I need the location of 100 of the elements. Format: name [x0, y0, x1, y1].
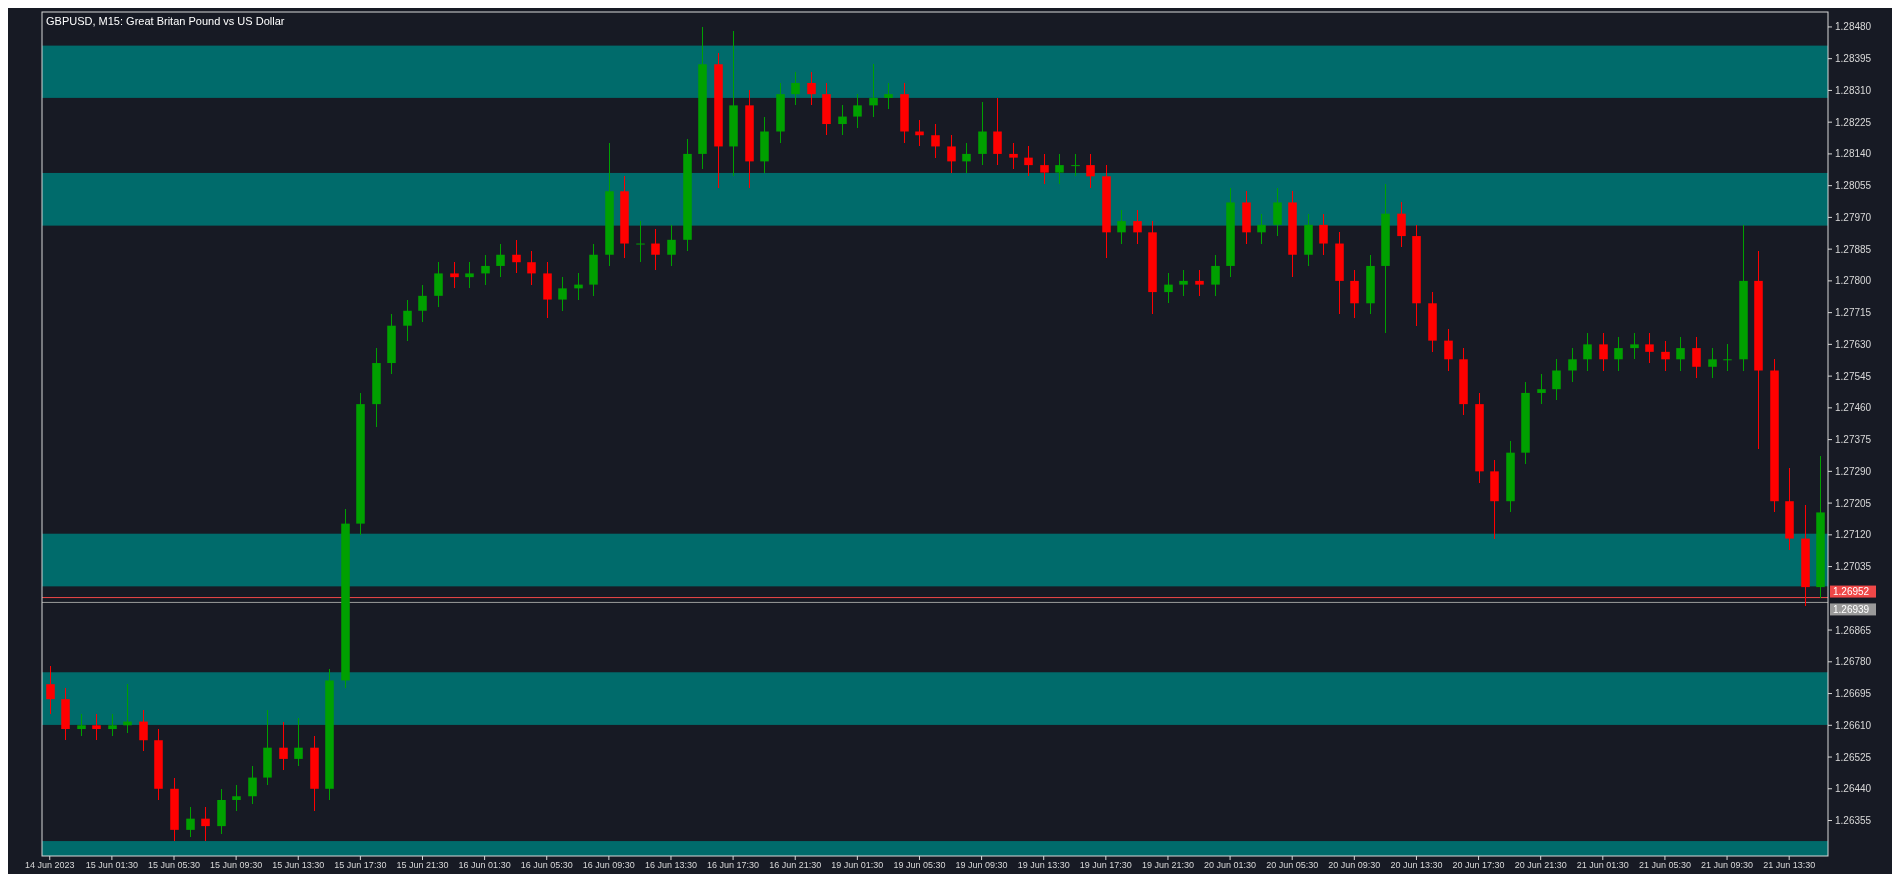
candlestick [1179, 268, 1188, 297]
candlestick [1692, 336, 1701, 379]
candlestick [1397, 201, 1406, 249]
y-tick-label: 1.28140 [1835, 148, 1872, 160]
candlestick [884, 82, 893, 110]
x-tick-label: 19 Jun 17:30 [1079, 860, 1132, 870]
candlestick [465, 261, 474, 290]
y-tick-label: 1.27375 [1835, 434, 1872, 446]
candlestick [186, 806, 195, 839]
x-tick-label: 20 Jun 13:30 [1390, 860, 1443, 870]
x-tick-label: 21 Jun 01:30 [1576, 860, 1629, 870]
candlestick [418, 283, 427, 323]
candlestick [1319, 212, 1328, 256]
y-tick-label: 1.26525 [1835, 751, 1872, 763]
y-tick-label: 1.26440 [1835, 783, 1872, 795]
candlestick [807, 71, 816, 107]
candlestick [512, 239, 521, 275]
y-tick-label: 1.27205 [1835, 497, 1872, 509]
x-tick-label: 19 Jun 13:30 [1017, 860, 1070, 870]
candlestick [1086, 153, 1095, 189]
candlestick [496, 242, 505, 278]
y-tick-label: 1.26695 [1835, 688, 1872, 700]
candlestick [931, 123, 940, 159]
candlestick [108, 713, 117, 738]
candlestick [1009, 141, 1018, 170]
y-tick-label: 1.28480 [1835, 21, 1872, 33]
x-tick-label: 15 Jun 21:30 [396, 860, 449, 870]
x-tick-label: 21 Jun 09:30 [1701, 860, 1754, 870]
y-tick-label: 1.28055 [1835, 180, 1872, 192]
x-tick-label: 16 Jun 21:30 [769, 860, 822, 870]
candlestick [279, 720, 288, 771]
candlestick [869, 63, 878, 118]
x-tick-label: 19 Jun 05:30 [893, 860, 946, 870]
x-tick-label: 15 Jun 13:30 [272, 860, 325, 870]
candlestick [1071, 153, 1080, 178]
candlestick [1599, 332, 1608, 372]
y-tick-label: 1.27545 [1835, 370, 1872, 382]
candlestick [403, 298, 412, 342]
candlestick [962, 141, 971, 174]
candlestick [1552, 358, 1561, 402]
candlestick [1723, 343, 1732, 372]
x-tick-label: 16 Jun 01:30 [458, 860, 511, 870]
candlestick [838, 104, 847, 136]
candlestick [1645, 332, 1654, 364]
x-tick-label: 19 Jun 09:30 [955, 860, 1008, 870]
candlestick [1055, 153, 1064, 185]
y-tick-label: 1.26610 [1835, 719, 1872, 731]
y-tick-label: 1.27035 [1835, 561, 1872, 573]
x-tick-label: 21 Jun 13:30 [1763, 860, 1816, 870]
candlestick [667, 224, 676, 267]
chart-title: GBPUSD, M15: Great Britan Pound vs US Dollar [46, 15, 285, 27]
candlestick [947, 134, 956, 174]
candlestick [1024, 145, 1033, 178]
x-tick-label: 19 Jun 21:30 [1141, 860, 1194, 870]
candlestick [993, 97, 1002, 166]
candlestick [232, 784, 241, 812]
candlestick [1273, 186, 1282, 237]
y-tick-label: 1.27715 [1835, 307, 1872, 319]
y-tick-label: 1.27120 [1835, 529, 1872, 541]
x-tick-label: 21 Jun 05:30 [1638, 860, 1691, 870]
candlestick [1676, 336, 1685, 372]
x-tick-label: 15 Jun 09:30 [210, 860, 263, 870]
y-tick-label: 1.27460 [1835, 402, 1872, 414]
candlestick [558, 276, 567, 312]
candlestick [1257, 212, 1266, 245]
candlestick [1583, 332, 1592, 372]
y-tick-label: 1.27885 [1835, 243, 1872, 255]
x-tick-label: 20 Jun 01:30 [1204, 860, 1257, 870]
candlestick [527, 250, 536, 286]
x-tick-label: 16 Jun 17:30 [707, 860, 760, 870]
ref-line-label: 1.26952 [1833, 586, 1870, 598]
candlestick [434, 261, 443, 308]
candlestick [636, 220, 645, 263]
candlestick [450, 261, 459, 290]
candlestick [1537, 373, 1546, 405]
candlestick [294, 717, 303, 768]
candlestick [481, 253, 490, 286]
candlestick [92, 713, 101, 741]
x-tick-label: 16 Jun 05:30 [520, 860, 573, 870]
candlestick [791, 71, 800, 107]
x-tick-label: 16 Jun 13:30 [644, 860, 698, 870]
y-tick-label: 1.26780 [1835, 656, 1872, 668]
candlestick [978, 100, 987, 166]
x-tick-label: 15 Jun 01:30 [85, 860, 138, 870]
candlestick [1211, 253, 1220, 297]
candlestick [1444, 328, 1453, 372]
y-tick-label: 1.28310 [1835, 84, 1872, 96]
y-tick-label: 1.26865 [1835, 624, 1872, 636]
candlestick [248, 765, 257, 805]
x-tick-label: 20 Jun 05:30 [1266, 860, 1319, 870]
candlestick [77, 713, 86, 738]
candlestick [1195, 268, 1204, 297]
y-tick-label: 1.28395 [1835, 53, 1872, 65]
x-tick-label: 19 Jun 01:30 [831, 860, 884, 870]
y-tick-label: 1.27970 [1835, 211, 1872, 223]
x-tick-label: 20 Jun 17:30 [1452, 860, 1505, 870]
x-tick-label: 20 Jun 21:30 [1514, 860, 1567, 870]
candlestick [1630, 332, 1639, 361]
ref-line-label: 1.26939 [1833, 603, 1870, 615]
candlestick [1614, 336, 1623, 372]
